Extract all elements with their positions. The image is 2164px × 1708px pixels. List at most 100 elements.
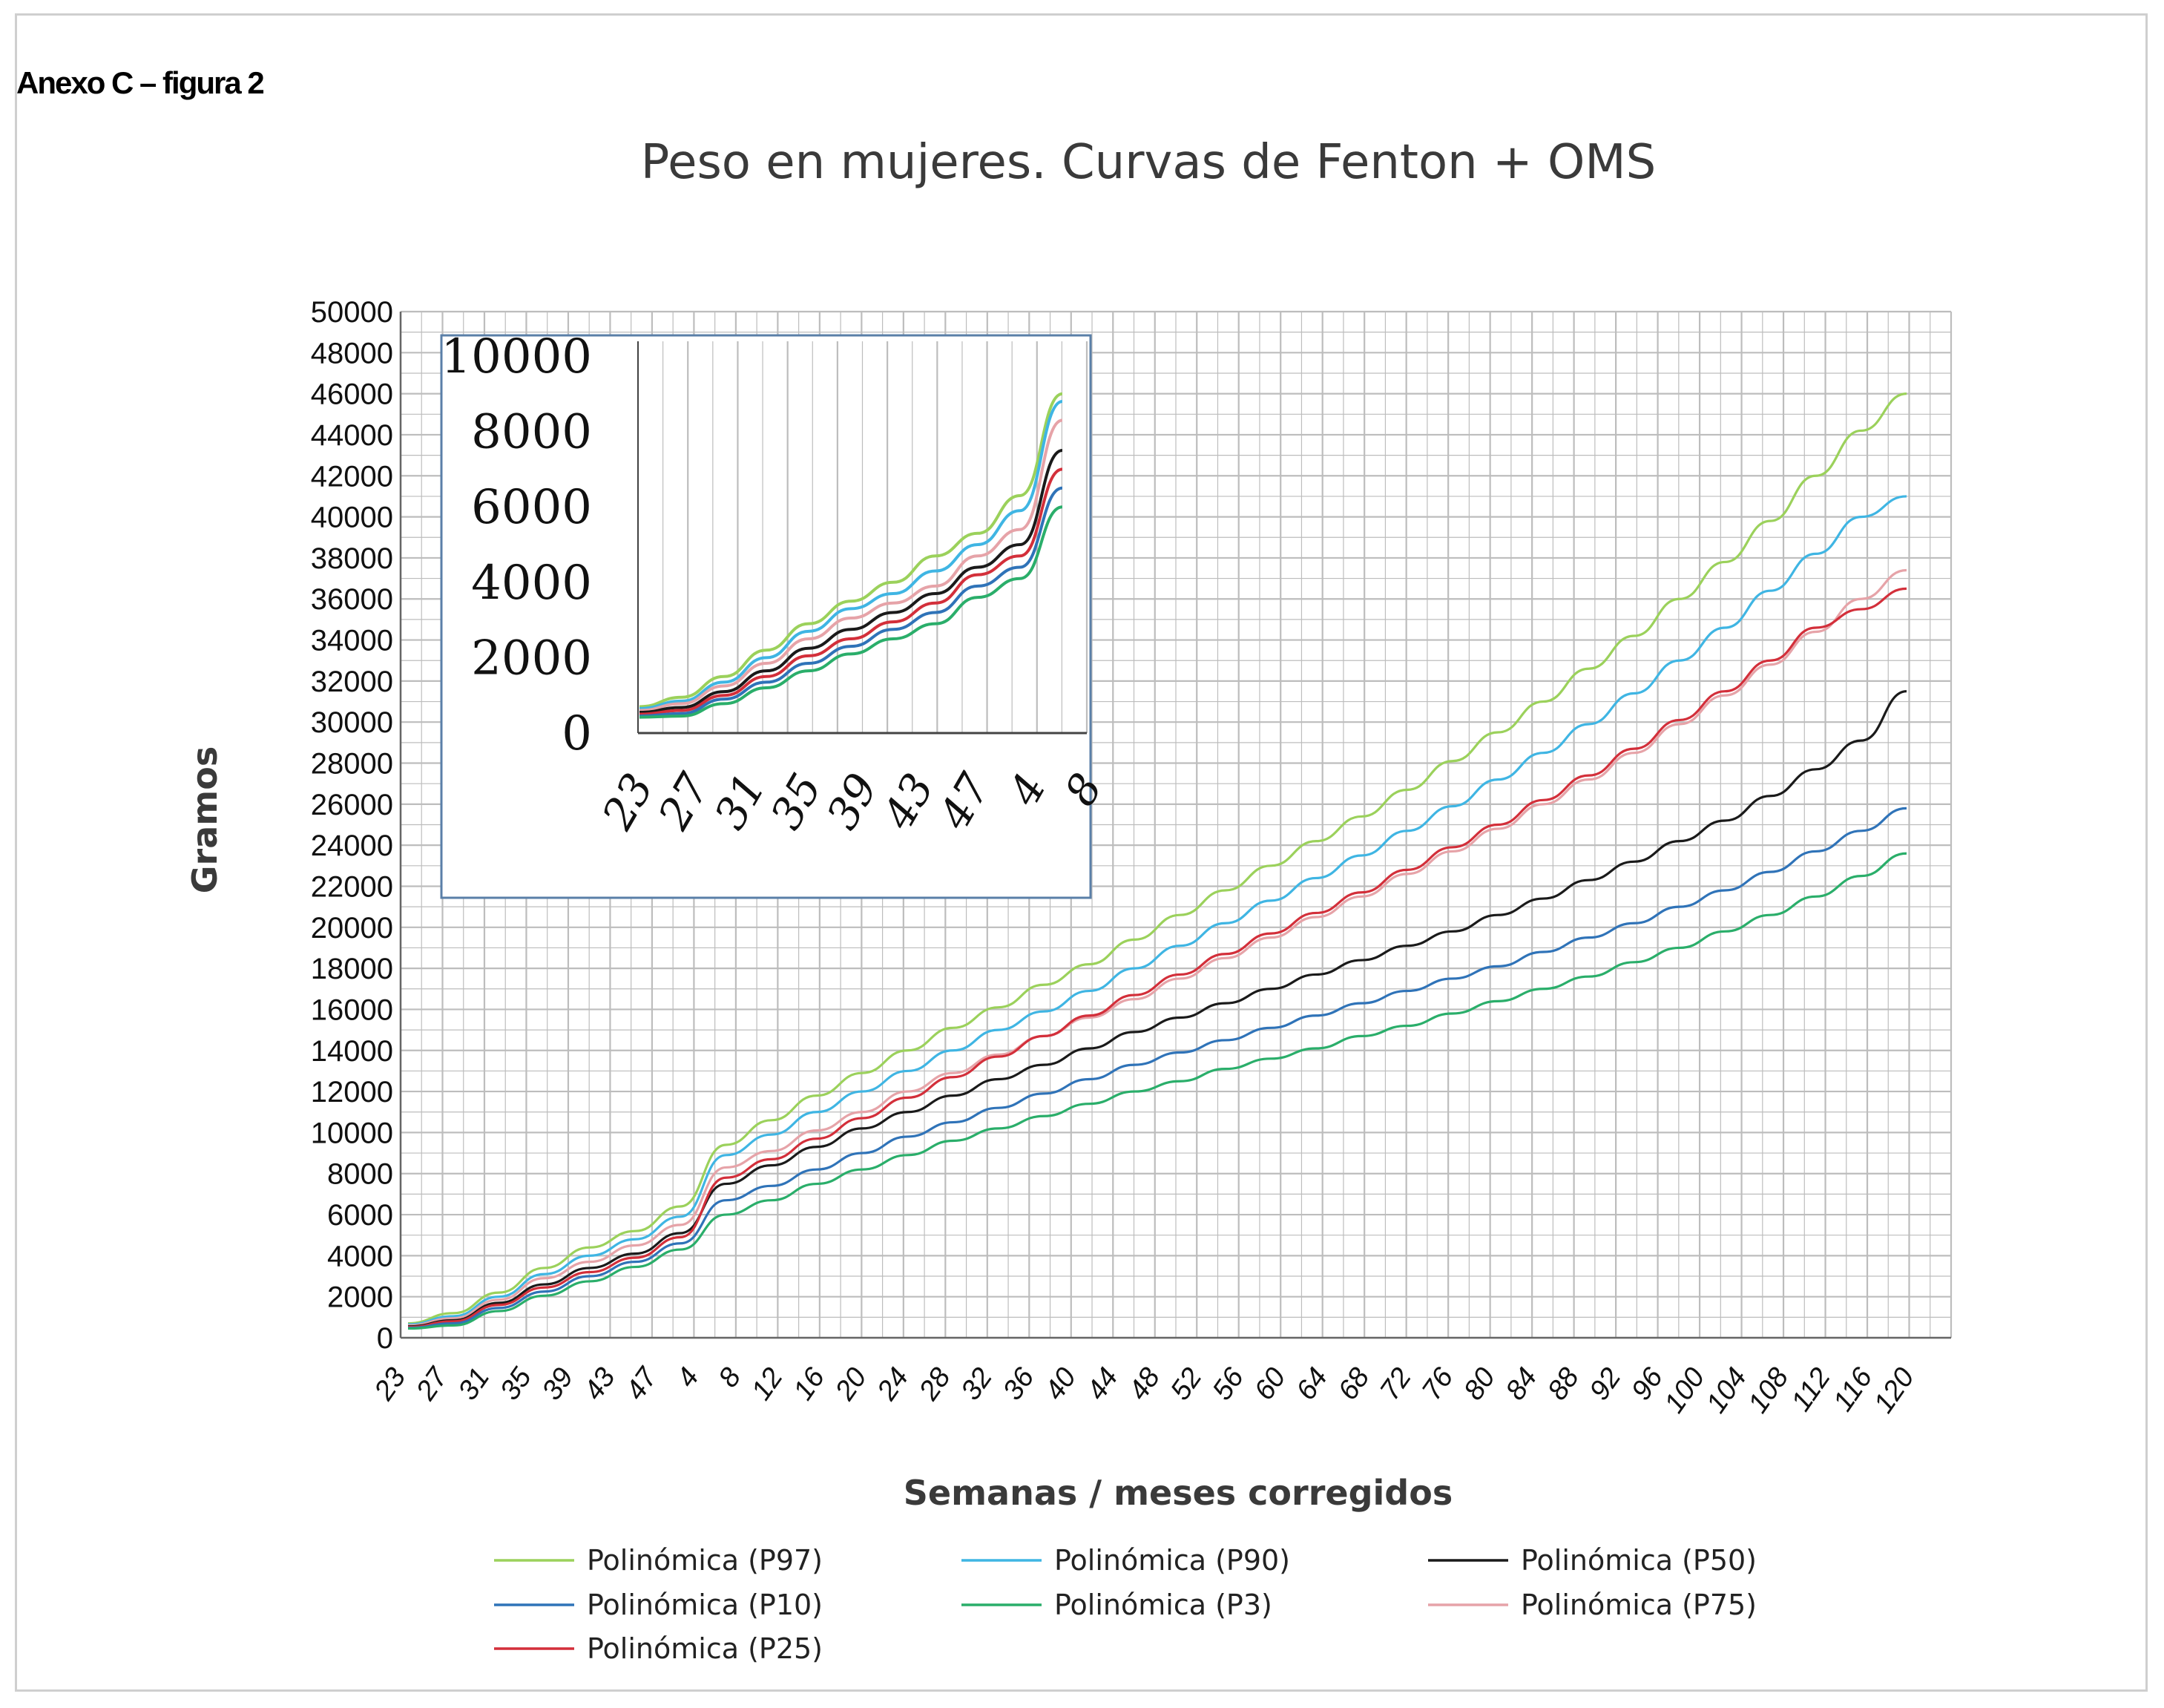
y-tick-label: 46000 — [311, 378, 393, 411]
figure-frame — [15, 13, 2148, 1692]
y-tick-label: 40000 — [311, 502, 393, 534]
x-tick-label: 31 — [453, 1362, 496, 1406]
y-tick-label: 44000 — [311, 419, 393, 452]
inset-y-tick-label: 6000 — [471, 480, 592, 535]
y-tick-label: 48000 — [311, 337, 393, 369]
y-tick-label: 38000 — [311, 542, 393, 575]
legend-label-p25: Polinómica (P25) — [587, 1632, 823, 1665]
x-tick-label: 84 — [1500, 1362, 1544, 1406]
y-tick-label: 24000 — [311, 830, 393, 862]
y-tick-label: 36000 — [311, 583, 393, 616]
inset-series-line-p75 — [639, 418, 1063, 712]
x-tick-label: 76 — [1416, 1362, 1460, 1405]
y-tick-label: 16000 — [311, 993, 393, 1026]
inset-series-line-p97 — [639, 392, 1063, 709]
inset-y-tick-label: 10000 — [441, 329, 592, 384]
x-tick-label: 43 — [578, 1362, 622, 1406]
x-tick-label: 44 — [1081, 1362, 1125, 1406]
x-tick-label: 28 — [912, 1362, 956, 1407]
x-tick-label: 72 — [1374, 1362, 1418, 1406]
x-tick-label: 120 — [1868, 1362, 1921, 1419]
inset-y-tick-label: 0 — [562, 706, 592, 761]
chart-title: Peso en mujeres. Curvas de Fenton + OMS — [641, 135, 1656, 190]
y-tick-label: 18000 — [311, 953, 393, 985]
x-tick-label: 27 — [410, 1362, 455, 1407]
annex-label: Anexo C – figura 2 — [16, 65, 265, 100]
series-line-p10 — [407, 807, 1907, 1330]
inset-y-tick-label: 8000 — [471, 405, 592, 460]
legend: Polinómica (P97) Polinómica (P90) Polinómi… — [494, 1544, 1757, 1665]
legend-label-p97: Polinómica (P97) — [587, 1544, 823, 1577]
x-tick-label: 52 — [1165, 1362, 1208, 1406]
x-tick-label: 35 — [494, 1362, 538, 1405]
x-tick-label: 48 — [1122, 1362, 1166, 1406]
series-line-p75 — [407, 568, 1907, 1327]
y-tick-label: 30000 — [311, 706, 393, 739]
inset-y-tick-label: 4000 — [471, 556, 592, 611]
inset-y-tick-label: 2000 — [471, 631, 592, 686]
y-axis-label: Gramos — [185, 746, 225, 893]
x-tick-label: 100 — [1659, 1362, 1711, 1419]
x-tick-label: 60 — [1249, 1362, 1292, 1406]
x-tick-label: 24 — [871, 1362, 915, 1407]
y-tick-label: 22000 — [311, 870, 393, 903]
inset-series-line-p3 — [639, 505, 1063, 719]
y-tick-label: 6000 — [327, 1199, 393, 1232]
x-tick-label: 32 — [956, 1362, 999, 1406]
y-tick-label: 28000 — [311, 748, 393, 781]
series-line-p3 — [407, 852, 1907, 1330]
x-tick-label: 68 — [1332, 1362, 1376, 1406]
x-tick-label: 40 — [1039, 1362, 1083, 1406]
y-tick-label: 4000 — [327, 1240, 393, 1272]
x-tick-label: 88 — [1542, 1362, 1585, 1406]
inset-series-line-p25 — [639, 467, 1063, 716]
legend-label-p3: Polinómica (P3) — [1054, 1589, 1272, 1621]
y-tick-label: 34000 — [311, 625, 393, 657]
y-tick-label: 14000 — [311, 1035, 393, 1068]
series-lines — [407, 392, 1907, 1330]
x-tick-label: 56 — [1206, 1362, 1250, 1405]
x-tick-label: 16 — [788, 1362, 832, 1405]
x-tick-label: 12 — [746, 1362, 789, 1406]
y-tick-label: 0 — [377, 1322, 393, 1355]
series-line-p25 — [407, 587, 1907, 1329]
legend-label-p90: Polinómica (P90) — [1054, 1544, 1290, 1577]
x-tick-label: 104 — [1700, 1362, 1753, 1419]
x-tick-label: 23 — [368, 1362, 412, 1407]
x-axis-label: Semanas / meses corregidos — [904, 1473, 1453, 1513]
legend-label-p50: Polinómica (P50) — [1521, 1544, 1757, 1577]
y-tick-label: 50000 — [311, 296, 393, 329]
y-tick-label: 2000 — [327, 1281, 393, 1314]
y-tick-label: 32000 — [311, 666, 393, 698]
x-tick-label: 36 — [997, 1362, 1041, 1405]
series-line-p97 — [407, 392, 1907, 1325]
y-tick-label: 20000 — [311, 912, 393, 945]
y-tick-label: 26000 — [311, 789, 393, 821]
x-tick-label: 108 — [1743, 1362, 1795, 1419]
x-tick-label: 20 — [829, 1362, 872, 1407]
inset-series-line-p90 — [639, 399, 1063, 710]
x-tick-label: 116 — [1827, 1362, 1879, 1416]
x-tick-label: 8 — [713, 1362, 748, 1393]
legend-label-p10: Polinómica (P10) — [587, 1589, 823, 1621]
x-tick-label: 80 — [1458, 1362, 1502, 1406]
inset-series-line-p10 — [639, 486, 1063, 718]
y-tick-label: 12000 — [311, 1076, 393, 1108]
legend-label-p75: Polinómica (P75) — [1521, 1589, 1757, 1621]
x-tick-label: 39 — [536, 1362, 580, 1406]
series-line-p90 — [407, 495, 1907, 1326]
y-tick-label: 10000 — [311, 1117, 393, 1149]
series-line-p50 — [407, 690, 1907, 1328]
x-tick-label: 4 — [671, 1362, 706, 1393]
x-tick-label: 64 — [1290, 1362, 1334, 1406]
x-tick-label: 92 — [1584, 1362, 1628, 1406]
y-tick-label: 8000 — [327, 1158, 393, 1191]
inset-series-line-p50 — [639, 449, 1063, 715]
x-tick-label: 112 — [1786, 1362, 1837, 1417]
y-axis-ticks: 0 2000 4000 6000 8000 10000 12000 14000 16000 180… — [311, 296, 393, 1355]
x-tick-label: 47 — [620, 1362, 665, 1406]
inset-frame — [440, 334, 1092, 899]
